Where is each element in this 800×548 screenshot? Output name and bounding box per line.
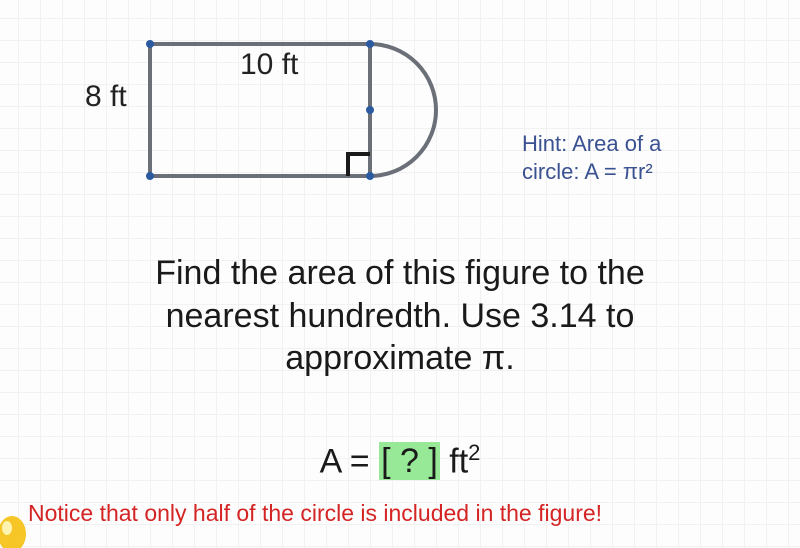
- figure: [140, 34, 500, 204]
- question-text: Find the area of this figure to the near…: [0, 252, 800, 380]
- hint-line2: circle: A = πr²: [522, 159, 653, 184]
- figure-svg: [140, 34, 520, 204]
- width-label: 10 ft: [240, 48, 298, 82]
- answer-suffix-base: ft: [440, 442, 468, 480]
- question-line2: nearest hundredth. Use 3.14 to: [166, 297, 635, 335]
- content-area: 8 ft 10 ft Hint: Area of a circle: A = π…: [0, 0, 800, 548]
- vertex-dot: [146, 172, 154, 180]
- vertex-dot: [366, 172, 374, 180]
- warning-text: Notice that only half of the circle is i…: [28, 500, 602, 527]
- right-angle-marker: [348, 154, 370, 176]
- hint-text: Hint: Area of a circle: A = πr²: [522, 130, 661, 185]
- answer-blank[interactable]: [ ? ]: [379, 442, 440, 480]
- question-line3: approximate π.: [285, 339, 514, 377]
- semicircle: [370, 44, 436, 176]
- vertex-dot: [366, 40, 374, 48]
- answer-prefix: A =: [320, 442, 380, 480]
- vertex-dot: [366, 106, 374, 114]
- hint-line1: Hint: Area of a: [522, 131, 661, 156]
- answer-suffix-exp: 2: [468, 440, 480, 465]
- answer-expression: A = [ ? ] ft2: [0, 440, 800, 481]
- height-label: 8 ft: [85, 80, 127, 114]
- vertex-dot: [146, 40, 154, 48]
- lightbulb-icon: [0, 512, 28, 548]
- question-line1: Find the area of this figure to the: [155, 254, 645, 292]
